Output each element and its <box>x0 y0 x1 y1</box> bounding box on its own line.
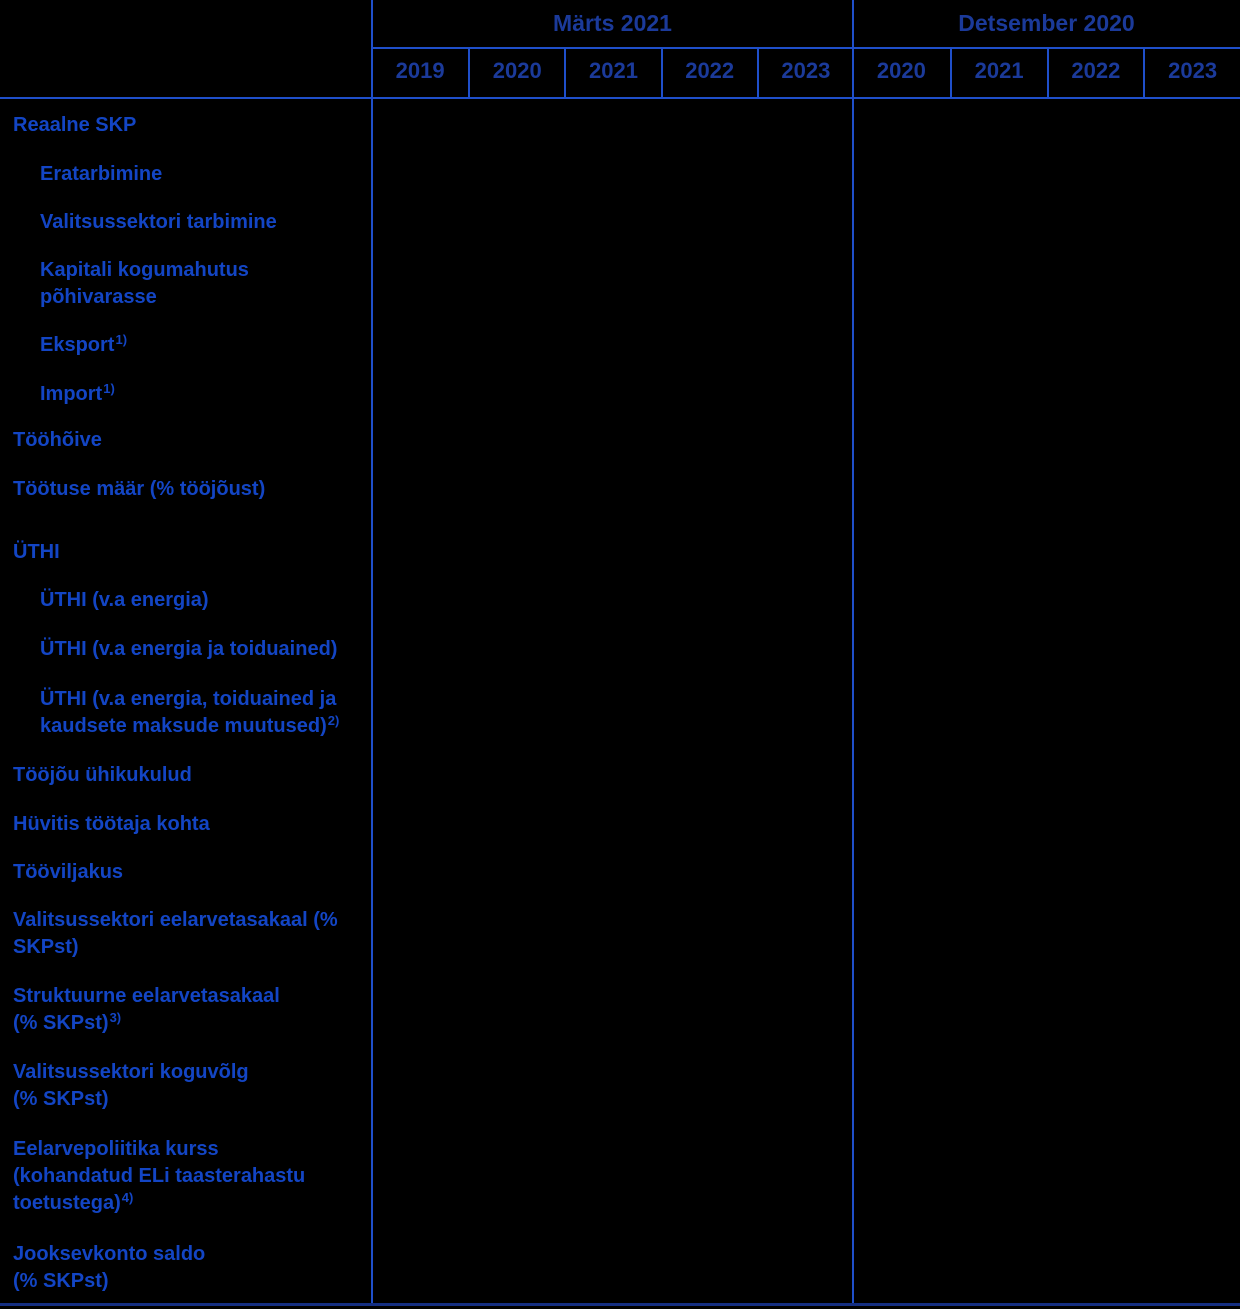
row-label: Kapitali kogumahutus põhivarasse <box>40 259 249 308</box>
row-label: Valitsussektori eelarvetasakaal (% SKPst) <box>13 909 338 958</box>
year-header: 2022 <box>1046 48 1144 98</box>
column-separator-left <box>371 0 373 1305</box>
row-label: Reaalne SKP <box>13 114 137 136</box>
year-header: 2023 <box>1143 48 1240 98</box>
footnote-marker: 4) <box>121 1190 134 1205</box>
footnote-marker: 3) <box>109 1010 122 1025</box>
row-label: Tööhõive <box>13 429 102 451</box>
footnote-marker: 1) <box>115 332 128 347</box>
row-label: Jooksevkonto saldo (% SKPst) <box>13 1243 206 1292</box>
row-label: ÜTHI (v.a energia ja toiduained) <box>40 638 338 660</box>
row-label: ÜTHI <box>13 541 60 563</box>
year-header: 2020 <box>876 57 926 83</box>
row-label: Tööjõu ühikukulud <box>13 764 192 786</box>
year-header: 2023 <box>756 48 853 98</box>
row-label: Import1) <box>40 381 115 405</box>
group-header-0: Märts 2021 <box>553 9 672 36</box>
group-header-1: Detsember 2020 <box>958 9 1135 36</box>
row-label: Valitsussektori tarbimine <box>40 211 277 233</box>
row-label: Valitsussektori koguvõlg (% SKPst) <box>13 1061 249 1110</box>
row-label: Eksport1) <box>40 332 128 356</box>
year-header: 2022 <box>660 48 757 98</box>
row-label: Struktuurne eelarvetasakaal (% SKPst)3) <box>13 985 280 1034</box>
table-bottom-border <box>0 1303 1240 1306</box>
row-label: Eelarvepoliitika kurss (kohandatud ELi ta… <box>13 1138 306 1214</box>
year-header: 2019 <box>395 57 445 83</box>
row-label: ÜTHI (v.a energia, toiduained ja kaudsete… <box>40 688 340 737</box>
year-header: 2020 <box>468 48 564 98</box>
footnote-marker: 2) <box>327 713 340 728</box>
row-label: Eratarbimine <box>40 163 163 185</box>
group-header-divider <box>372 47 1240 49</box>
row-label: Töötuse määr (% tööjõust) <box>13 478 266 500</box>
row-label: Tööviljakus <box>13 861 124 883</box>
column-separator-middle <box>852 0 854 1305</box>
row-label: Hüvitis töötaja kohta <box>13 813 210 835</box>
year-header-divider <box>0 97 1240 99</box>
row-label: ÜTHI (v.a energia) <box>40 589 209 611</box>
year-header: 2021 <box>949 48 1047 98</box>
footnote-marker: 1) <box>103 381 115 396</box>
year-header: 2021 <box>564 48 660 98</box>
